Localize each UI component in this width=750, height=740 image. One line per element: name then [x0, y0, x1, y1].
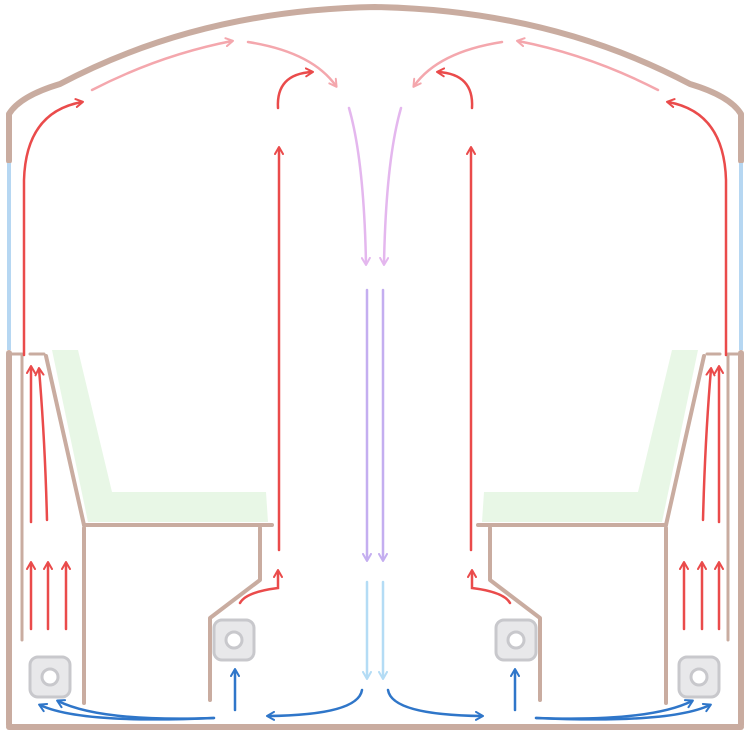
warm-air-arrow — [666, 98, 728, 357]
left-seat-rear-leg — [208, 526, 262, 702]
descending-air-arrow — [379, 106, 403, 266]
left-seat-cushion — [52, 350, 268, 522]
cool-air-arrow — [386, 688, 484, 721]
car-body — [6, 4, 744, 730]
square-heater-icon — [494, 618, 538, 662]
descending-air-upper — [347, 106, 403, 266]
warm-air-arrow — [34, 367, 49, 522]
cool-air-arrow — [38, 702, 216, 721]
left-seat — [44, 350, 274, 705]
right-seat-rear-leg — [488, 526, 542, 702]
warm-air-arrows — [22, 67, 728, 631]
ceiling-air-arrow — [516, 37, 660, 92]
cool-air-arrow — [534, 702, 712, 721]
square-heater-icon — [677, 655, 721, 699]
left-seat-back — [44, 354, 86, 527]
cool-air-arrows — [38, 668, 712, 721]
warm-air-arrow — [276, 67, 314, 110]
ceiling-air-arrow — [412, 40, 504, 88]
warm-air-arrow — [701, 367, 716, 522]
cool-air-arrow — [266, 688, 364, 721]
ceiling-air-arrow — [246, 40, 338, 88]
descending-air-arrow — [347, 106, 371, 266]
warm-air-arrow — [436, 67, 474, 110]
ceiling-air-arrows — [90, 37, 660, 92]
square-heater-icon — [28, 655, 72, 699]
descending-air-lower — [362, 580, 388, 680]
warm-air-arrow — [238, 569, 283, 605]
descending-air-middle — [362, 288, 388, 562]
square-heater-icon — [212, 618, 256, 662]
right-seat-cushion — [482, 350, 698, 522]
ceiling-air-arrow — [90, 37, 234, 92]
wall-ducts — [8, 352, 742, 642]
right-seat-back — [664, 354, 706, 527]
right-seat — [476, 350, 706, 705]
roof-arc — [6, 4, 744, 164]
heaters — [28, 618, 721, 699]
warm-air-arrow — [22, 98, 84, 357]
warm-air-arrow — [467, 569, 512, 605]
